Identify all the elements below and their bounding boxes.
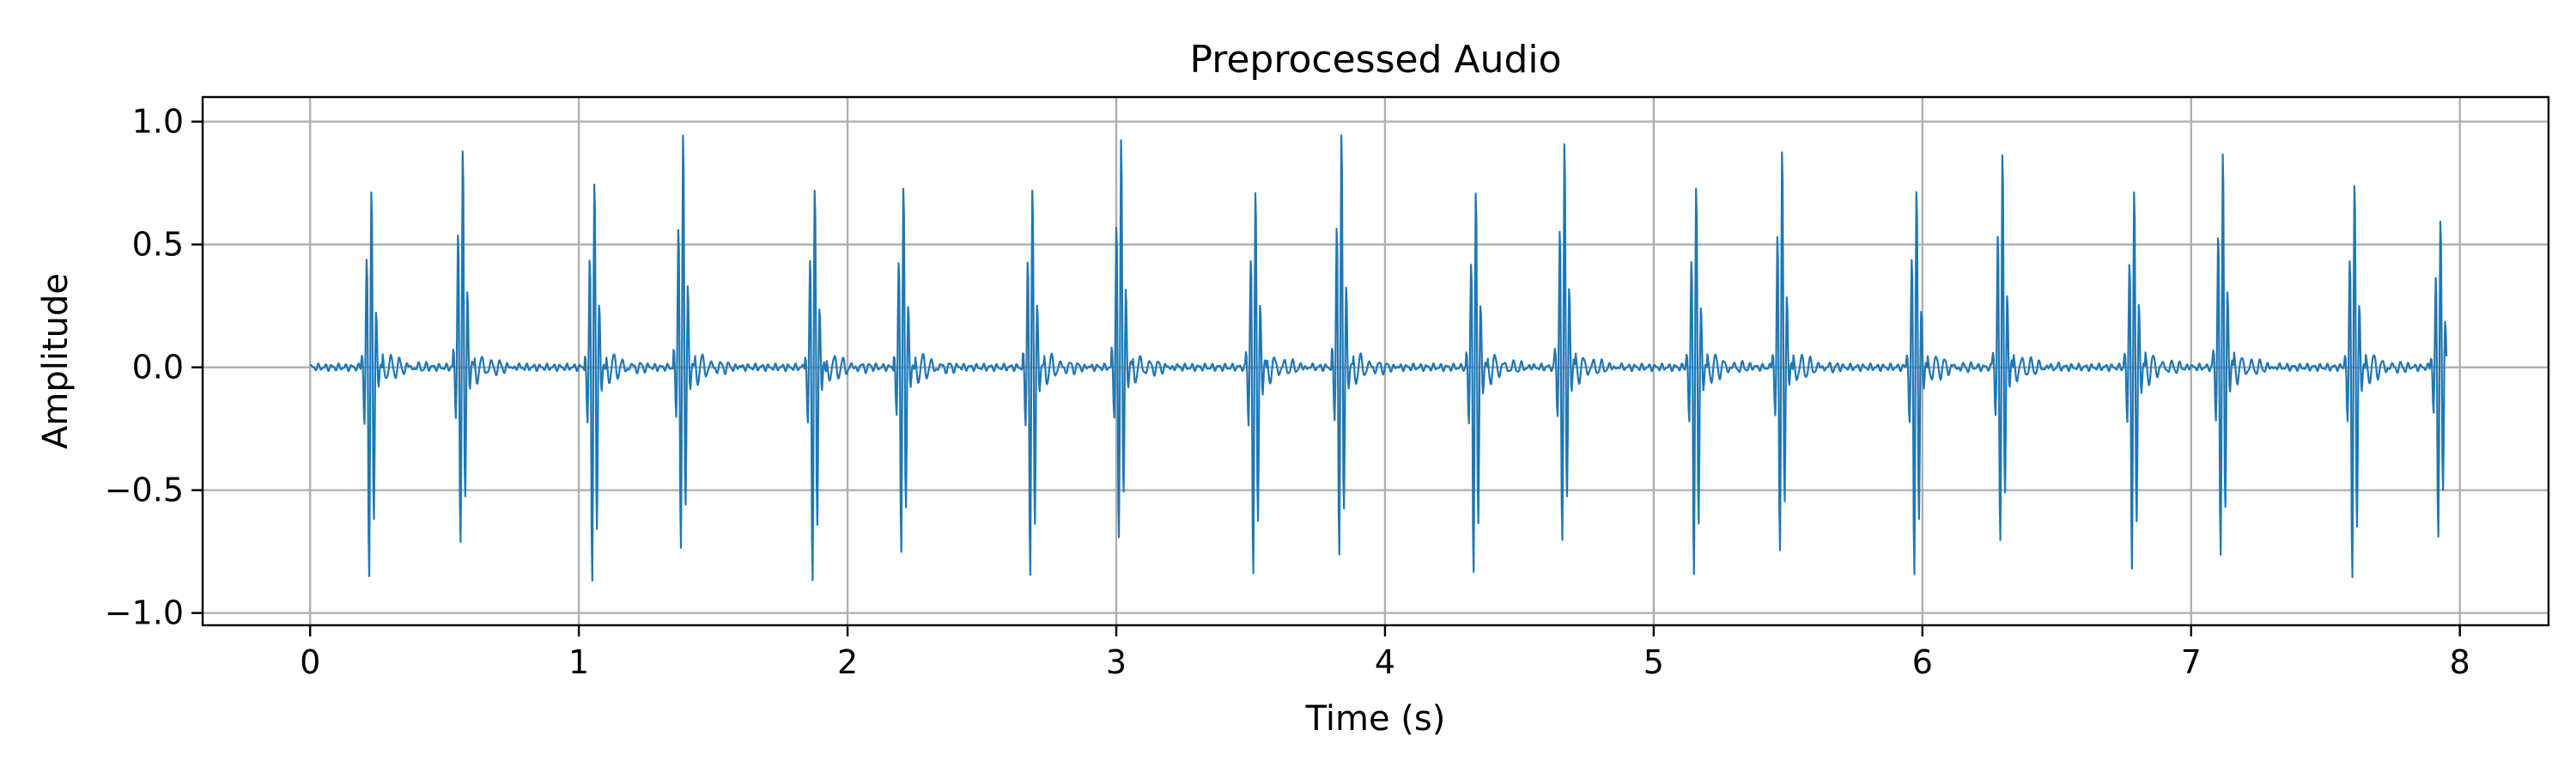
x-tick-label: 6 — [1912, 643, 1933, 681]
y-tick-label: 1.0 — [132, 103, 184, 141]
x-tick-label: 0 — [300, 643, 320, 681]
y-tick-label: 0.0 — [132, 349, 184, 386]
chart-title: Preprocessed Audio — [1189, 38, 1561, 82]
x-tick-label: 8 — [2450, 643, 2470, 681]
plot-frame — [201, 95, 2550, 627]
ticks: 0 1 2 3 4 5 6 7 8 1.0 0.5 0.0 −0.5 −1.0 — [105, 103, 2470, 681]
x-tick-label: 5 — [1643, 643, 1664, 681]
x-tick-label: 3 — [1106, 643, 1127, 681]
x-tick-label: 1 — [568, 643, 589, 681]
x-tick-label: 2 — [837, 643, 858, 681]
x-tick-label: 7 — [2181, 643, 2202, 681]
y-tick-label: 0.5 — [132, 226, 184, 264]
series-line — [309, 134, 2448, 582]
x-tick-label: 4 — [1375, 643, 1395, 681]
y-tick-label: −0.5 — [105, 472, 184, 509]
x-axis-label: Time (s) — [1305, 699, 1446, 739]
series-layer — [309, 134, 2448, 582]
y-axis-label: Amplitude — [36, 273, 76, 449]
y-tick-label: −1.0 — [105, 594, 184, 632]
